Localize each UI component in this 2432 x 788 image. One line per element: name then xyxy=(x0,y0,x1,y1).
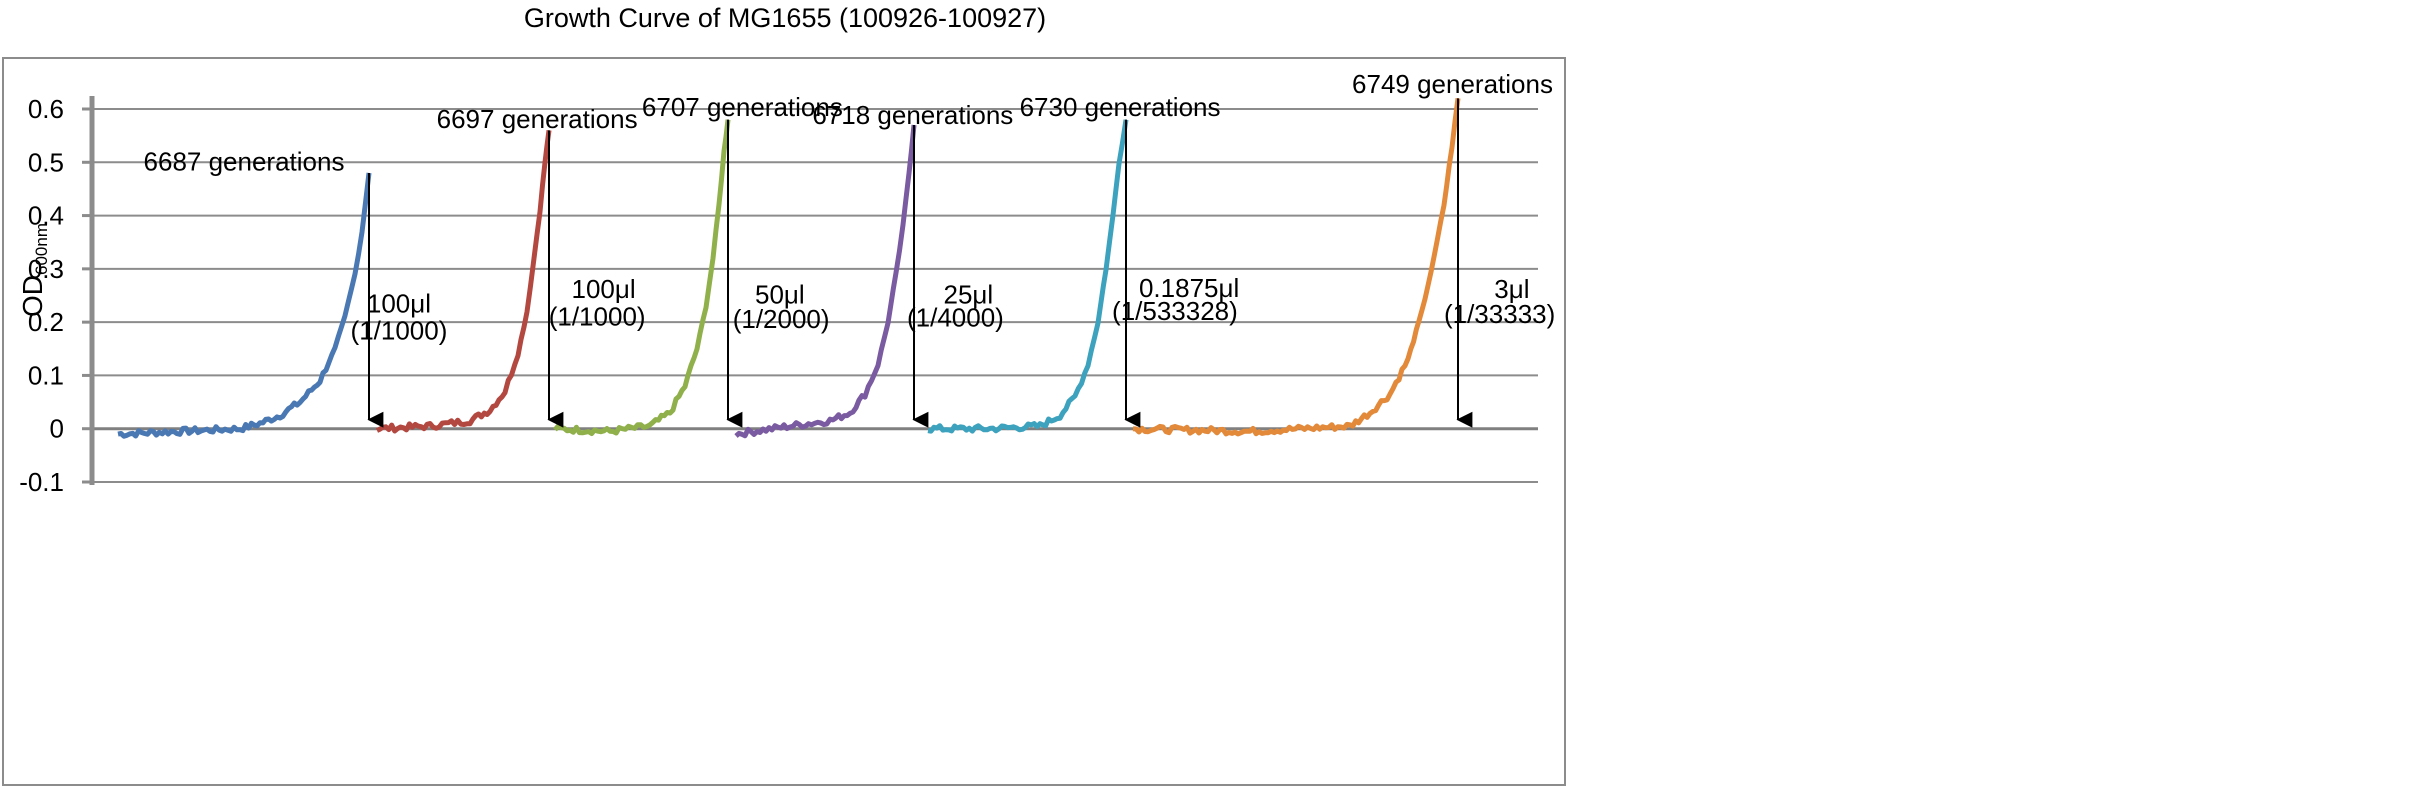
generation-label: 6687 generations xyxy=(144,146,345,176)
volume-label: 25μl xyxy=(943,279,993,309)
y-tick-labels: -0.1 0 0.1 0.2 0.3 0.4 0.5 0.6 xyxy=(19,94,64,497)
series-line-5 xyxy=(927,119,1129,434)
dilution-label: (1/1000) xyxy=(549,301,646,331)
y-tick-label: 0.1 xyxy=(28,360,64,390)
series-line-1 xyxy=(117,172,372,439)
generation-label: 6749 generations xyxy=(1352,69,1553,99)
series-lines xyxy=(117,97,1461,439)
dilution-label: (1/533328) xyxy=(1112,296,1238,326)
generation-label: 6697 generations xyxy=(437,104,638,134)
volume-label: 50μl xyxy=(755,279,805,309)
series-line-2 xyxy=(375,129,552,434)
y-tick-label: 0.3 xyxy=(28,254,64,284)
generation-label: 6730 generations xyxy=(1020,92,1221,122)
dilution-label: (1/4000) xyxy=(907,303,1004,333)
y-tick-label: 0.5 xyxy=(28,147,64,177)
y-tick-label: 0 xyxy=(50,414,64,444)
generation-label: 6707 generations xyxy=(642,92,843,122)
y-tick-label: 0.6 xyxy=(28,94,64,124)
y-tick-label: -0.1 xyxy=(19,467,64,497)
y-axis-label: OD600nm xyxy=(17,223,51,317)
volume-label: 100μl xyxy=(367,288,431,318)
generation-label: 6718 generations xyxy=(812,100,1013,130)
y-tick-label: 0.2 xyxy=(28,307,64,337)
volume-label: 0.1875μl xyxy=(1139,273,1239,303)
dilution-label: (1/2000) xyxy=(733,304,830,334)
series-line-4 xyxy=(734,124,917,439)
series-line-6 xyxy=(1132,97,1461,437)
dilution-label: (1/1000) xyxy=(351,316,448,346)
chart-title: Growth Curve of MG1655 (100926-100927) xyxy=(523,3,1047,33)
dilution-label: (1/33333) xyxy=(1444,299,1555,329)
series-line-3 xyxy=(553,119,731,436)
volume-label: 100μl xyxy=(572,274,636,304)
y-tick-label: 0.4 xyxy=(28,201,64,231)
y-axis-label-main: OD xyxy=(17,275,48,317)
y-axis-label-subscript: 600nm xyxy=(32,223,51,275)
volume-label: 3μl xyxy=(1494,274,1529,304)
